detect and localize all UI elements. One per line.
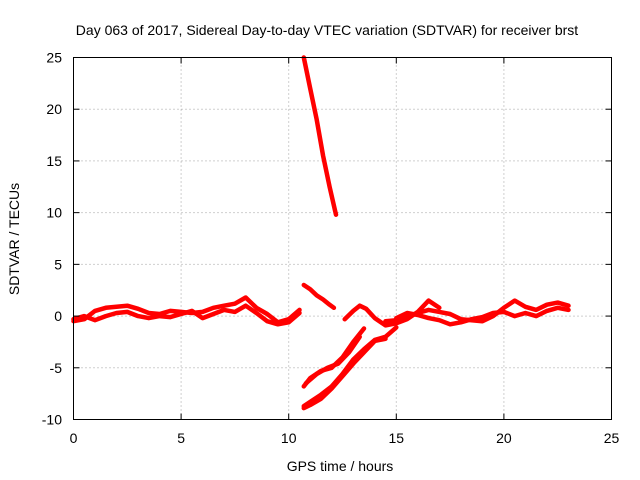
tick-layer: 0 5 10 15 20 25 -10 -5 0 5 10 15 20 25 xyxy=(42,50,620,447)
x-tick-label: 10 xyxy=(281,430,297,446)
y-tick-label: -10 xyxy=(42,412,62,428)
series-trace-middle-rise-b xyxy=(303,334,362,386)
y-tick-label: 10 xyxy=(46,205,62,221)
series-trace-afternoon-b xyxy=(394,305,571,327)
y-tick-label: 25 xyxy=(46,50,62,66)
y-tick-label: 20 xyxy=(46,101,62,117)
series-layer xyxy=(71,55,571,411)
y-tick-label: -5 xyxy=(50,360,63,376)
x-axis-label: GPS time / hours xyxy=(287,458,394,474)
series-trace-morning-b xyxy=(71,303,302,327)
grid-layer xyxy=(73,57,612,420)
x-tick-label: 20 xyxy=(496,430,512,446)
plot-frame xyxy=(73,57,612,420)
x-tick-label: 25 xyxy=(604,430,620,446)
series-trace-short-drop xyxy=(301,282,337,311)
series-trace-steep-decline xyxy=(301,55,339,217)
series-trace-midday-return xyxy=(342,298,442,328)
x-tick-label: 0 xyxy=(70,430,78,446)
y-axis-label: SDTVAR / TECUs xyxy=(6,183,22,295)
series-trace-lower-rise-b xyxy=(301,336,388,411)
y-tick-label: 5 xyxy=(54,256,62,272)
chart-title: Day 063 of 2017, Sidereal Day-to-day VTE… xyxy=(76,22,578,38)
y-tick-label: 15 xyxy=(46,153,62,169)
y-tick-label: 0 xyxy=(54,308,62,324)
x-tick-label: 5 xyxy=(177,430,185,446)
x-tick-label: 15 xyxy=(389,430,405,446)
